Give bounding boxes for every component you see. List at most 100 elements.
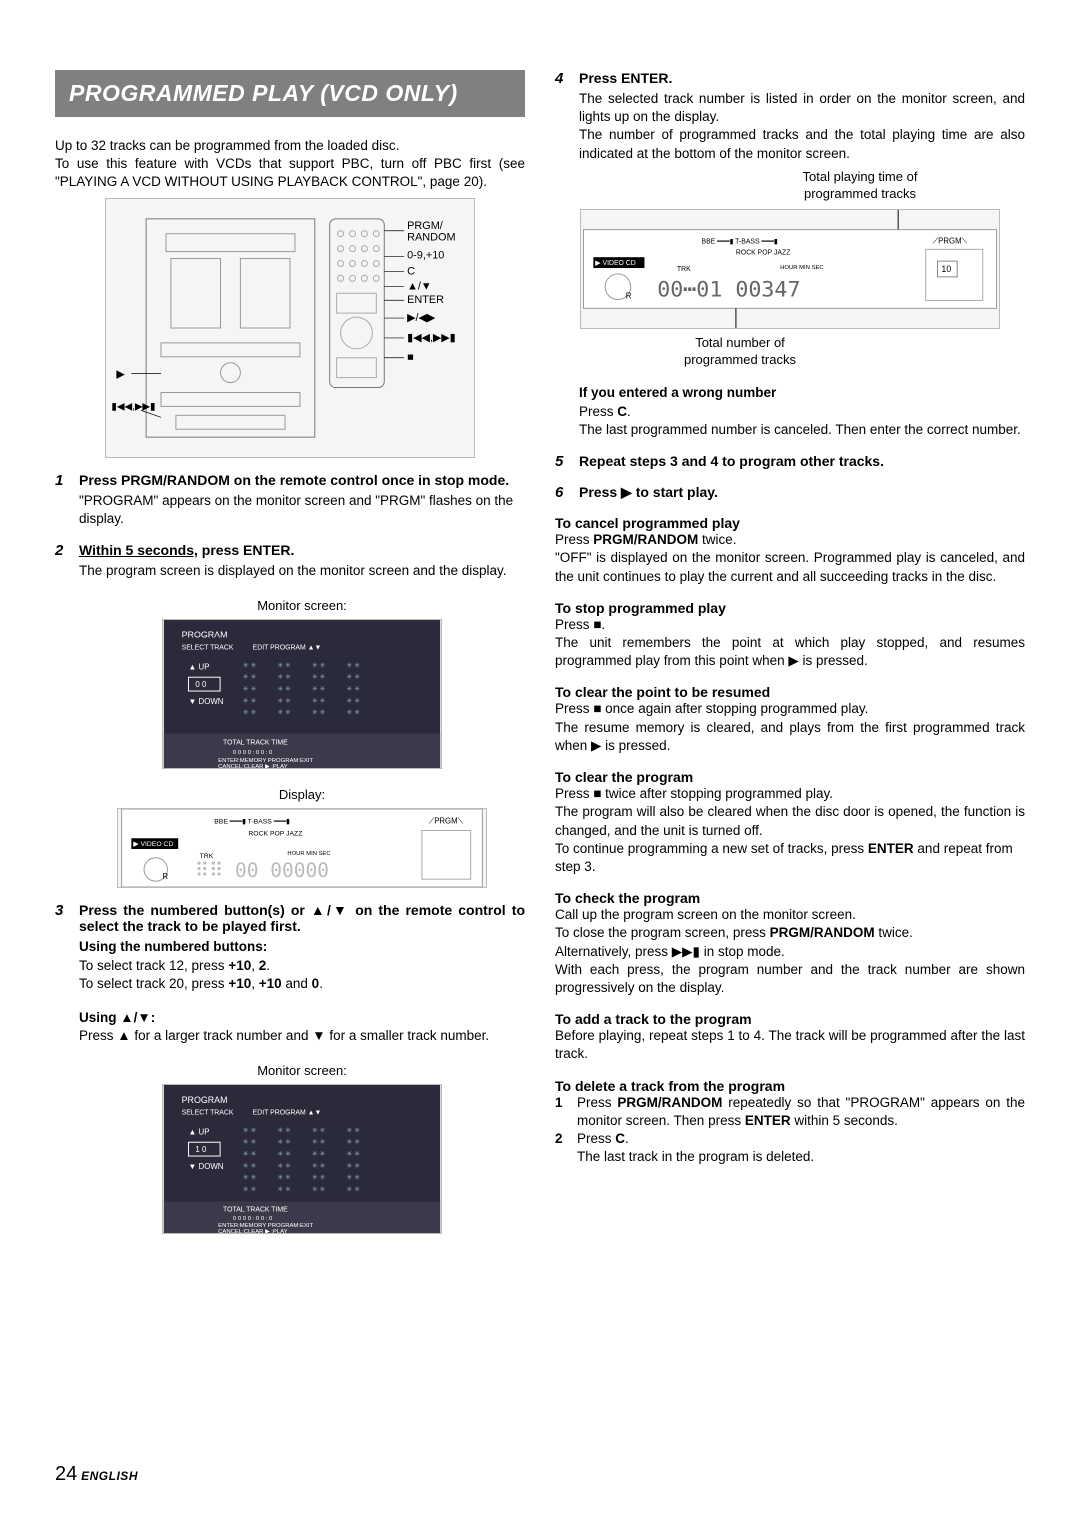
svg-text:⠿⠿ 00 00000: ⠿⠿ 00 00000 [195, 860, 329, 883]
svg-text:0-9,+10: 0-9,+10 [407, 249, 444, 261]
check-l2: To close the program screen, press PRGM/… [555, 924, 1025, 942]
label-total-time: Total playing time ofprogrammed tracks [695, 169, 1025, 203]
step-4-num: 4 [555, 70, 569, 163]
svg-text:▼ DOWN: ▼ DOWN [189, 697, 224, 706]
step-2-head: Within 5 seconds, press ENTER. [79, 542, 525, 558]
svg-text:✳ ✳: ✳ ✳ [243, 1127, 257, 1135]
intro-line2: To use this feature with VCDs that suppo… [55, 155, 525, 191]
svg-text:▲ UP: ▲ UP [189, 663, 210, 672]
wrong-l1: Press C. [579, 403, 1025, 421]
svg-text:HOUR MIN SEC: HOUR MIN SEC [780, 265, 824, 271]
step-4-l1: The selected track number is listed in o… [579, 90, 1025, 126]
svg-text:✳ ✳: ✳ ✳ [243, 674, 257, 682]
page-title: PROGRAMMED PLAY (VCD ONLY) [55, 70, 525, 117]
svg-text:✳ ✳: ✳ ✳ [312, 1127, 326, 1135]
svg-text:HOUR MIN SEC: HOUR MIN SEC [287, 851, 330, 857]
svg-text:SELECT TRACK: SELECT TRACK [182, 1110, 234, 1117]
svg-text:✳ ✳: ✳ ✳ [312, 1174, 326, 1182]
clearprog-l3: To continue programming a new set of tra… [555, 840, 1025, 876]
svg-text:BBE ━━━▮ T-BASS ━━━▮: BBE ━━━▮ T-BASS ━━━▮ [702, 238, 778, 245]
step-2-caption-monitor: Monitor screen: [79, 598, 525, 613]
svg-text:✳ ✳: ✳ ✳ [312, 709, 326, 717]
step-4-l2: The number of programmed tracks and the … [579, 126, 1025, 162]
svg-text:PROGRAM: PROGRAM [182, 630, 228, 640]
check-l4: With each press, the program number and … [555, 961, 1025, 997]
svg-text:0 0 0 0 :: 0 0 0 0 : 0 0 : 0 [233, 750, 273, 756]
svg-text:■: ■ [407, 351, 414, 363]
svg-text:▶/◀▶: ▶/◀▶ [407, 312, 436, 324]
cancel-l2: "OFF" is displayed on the monitor screen… [555, 549, 1025, 585]
svg-text:✳ ✳: ✳ ✳ [346, 1186, 360, 1194]
step-6-num: 6 [555, 484, 569, 501]
label-total-tracks: Total number ofprogrammed tracks [555, 335, 925, 369]
svg-text:PRGM/: PRGM/ [407, 219, 444, 231]
svg-text:✳ ✳: ✳ ✳ [346, 709, 360, 717]
svg-text:✳ ✳: ✳ ✳ [277, 685, 291, 693]
step-5-num: 5 [555, 453, 569, 470]
step-3-caption: Monitor screen: [79, 1063, 525, 1078]
svg-text:✳ ✳: ✳ ✳ [346, 1162, 360, 1170]
step-4-head: Press ENTER. [579, 70, 1025, 86]
step-2: 2 Within 5 seconds, press ENTER. The pro… [55, 542, 525, 888]
svg-text:✳ ✳: ✳ ✳ [312, 674, 326, 682]
svg-text:✳ ✳: ✳ ✳ [346, 1127, 360, 1135]
clearprog-l2: The program will also be cleared when th… [555, 803, 1025, 839]
step-6-head: Press ▶ to start play. [579, 484, 1025, 501]
clearpoint-head: To clear the point to be resumed [555, 684, 1025, 700]
step-3-line1: To select track 12, press +10, 2. [79, 957, 525, 975]
page-footer: 24 ENGLISH [55, 1463, 138, 1486]
step-3-line2: To select track 20, press +10, +10 and 0… [79, 975, 525, 993]
stop-head: To stop programmed play [555, 600, 1025, 616]
svg-text:▶ VIDEO CD: ▶ VIDEO CD [133, 841, 173, 848]
svg-text:PROGRAM: PROGRAM [182, 1095, 228, 1105]
svg-text:✳ ✳: ✳ ✳ [277, 1186, 291, 1194]
delete-item-1: 1 Press PRGM/RANDOM repeatedly so that "… [555, 1094, 1025, 1130]
left-column: PROGRAMMED PLAY (VCD ONLY) Up to 32 trac… [55, 70, 525, 1234]
svg-text:✳ ✳: ✳ ✳ [312, 1186, 326, 1194]
cancel-head: To cancel programmed play [555, 515, 1025, 531]
svg-text:ENTER: ENTER [407, 294, 444, 306]
svg-text:✳ ✳: ✳ ✳ [277, 1174, 291, 1182]
svg-text:✳ ✳: ✳ ✳ [277, 1139, 291, 1147]
step-3-sub2: Using ▲/▼: [79, 1010, 155, 1025]
svg-text:⟋PRGM⟍: ⟋PRGM⟍ [933, 236, 968, 245]
svg-text:▶ VIDEO CD: ▶ VIDEO CD [595, 260, 635, 267]
step-5: 5 Repeat steps 3 and 4 to program other … [555, 453, 1025, 470]
svg-text:✳ ✳: ✳ ✳ [243, 1162, 257, 1170]
svg-text:R: R [163, 873, 169, 882]
svg-text:ROCK POP JAZZ: ROCK POP JAZZ [736, 249, 791, 256]
svg-text:✳ ✳: ✳ ✳ [312, 1139, 326, 1147]
svg-text:▼ DOWN: ▼ DOWN [189, 1162, 224, 1171]
check-head: To check the program [555, 890, 1025, 906]
lcd-display-figure-2: BBE ━━━▮ T-BASS ━━━▮ ROCK POP JAZZ ▶ VID… [580, 209, 1000, 329]
wrong-l2: The last programmed number is canceled. … [579, 421, 1025, 439]
svg-text:TRK: TRK [677, 266, 691, 273]
svg-text:CANCEL:CLEAR ▶ :PLAY: CANCEL:CLEAR ▶ :PLAY [218, 764, 287, 769]
svg-text:✳ ✳: ✳ ✳ [243, 709, 257, 717]
svg-text:✳ ✳: ✳ ✳ [277, 662, 291, 670]
add-l1: Before playing, repeat steps 1 to 4. The… [555, 1027, 1025, 1063]
step-3-sub1: Using the numbered buttons: [79, 939, 267, 954]
svg-text:EDIT PROGRAM ▲▼: EDIT PROGRAM ▲▼ [253, 645, 322, 652]
svg-text:✳ ✳: ✳ ✳ [277, 697, 291, 705]
intro-line1: Up to 32 tracks can be programmed from t… [55, 137, 525, 155]
step-3-num: 3 [55, 902, 69, 1234]
svg-text:✳ ✳: ✳ ✳ [243, 1174, 257, 1182]
svg-text:TOTAL TRACK TIME: TOTAL TRACK TIME [223, 740, 288, 747]
svg-text:✳ ✳: ✳ ✳ [312, 1150, 326, 1158]
step-3-head: Press the numbered button(s) or ▲/▼ on t… [79, 902, 525, 934]
svg-text:0 0 0 0 :: 0 0 0 0 : 0 0 : 0 [233, 1217, 273, 1223]
svg-text:✳ ✳: ✳ ✳ [346, 662, 360, 670]
step-6: 6 Press ▶ to start play. [555, 484, 1025, 501]
svg-text:CANCEL:CLEAR ▶ :PLAY: CANCEL:CLEAR ▶ :PLAY [218, 1229, 287, 1234]
svg-text:✳ ✳: ✳ ✳ [312, 1162, 326, 1170]
lcd-display-figure-1: BBE ━━━▮ T-BASS ━━━▮ ROCK POP JAZZ ▶ VID… [117, 808, 487, 888]
page-number: 24 [55, 1463, 77, 1485]
svg-text:✳ ✳: ✳ ✳ [277, 1127, 291, 1135]
stop-l2: The unit remembers the point at which pl… [555, 634, 1025, 670]
svg-text:R: R [626, 291, 632, 300]
svg-text:⟋PRGM⟍: ⟋PRGM⟍ [429, 817, 464, 826]
svg-text:✳ ✳: ✳ ✳ [346, 1174, 360, 1182]
program-screen-figure-2: PROGRAM SELECT TRACK EDIT PROGRAM ▲▼ ▲ U… [162, 1084, 442, 1234]
svg-text:✳ ✳: ✳ ✳ [243, 697, 257, 705]
